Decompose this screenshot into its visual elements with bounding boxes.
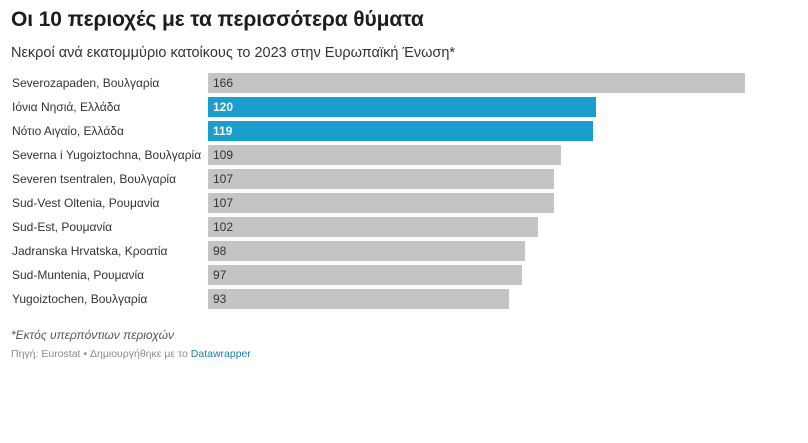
source-line: Πηγή: Eurostat • Δημιουργήθηκε με το Dat… — [11, 348, 251, 360]
category-label: Ιόνια Νησιά, Ελλάδα — [12, 100, 120, 114]
bar-value-label: 93 — [213, 292, 227, 306]
bar-value-label: 98 — [213, 244, 227, 258]
bar-value-label: 102 — [213, 220, 233, 234]
bar-chart: Severozapaden, Βουλγαρία 166 Ιόνια Νησιά, … — [12, 73, 745, 309]
bar — [208, 241, 525, 261]
bar-highlighted — [208, 97, 596, 117]
bar — [208, 169, 554, 189]
category-label: Severen tsentralen, Βουλγαρία — [12, 172, 176, 186]
bar-value-label: 97 — [213, 268, 227, 282]
category-label: Sud-Vest Oltenia, Ρουμανία — [12, 196, 159, 210]
datawrapper-link[interactable]: Datawrapper — [190, 348, 251, 360]
bar — [208, 289, 509, 309]
bar-value-label: 119 — [213, 124, 233, 138]
bar-value-label: 107 — [213, 196, 233, 210]
category-label: Jadranska Hrvatska, Κροατία — [12, 244, 168, 258]
category-label: Yugoiztochen, Βουλγαρία — [12, 292, 147, 306]
category-label: Sud-Muntenia, Ρουμανία — [12, 268, 144, 282]
category-label: Severozapaden, Βουλγαρία — [12, 76, 159, 90]
bar — [208, 145, 561, 165]
category-label: Sud-Est, Ρουμανία — [12, 220, 112, 234]
bar-value-label: 109 — [213, 148, 233, 162]
bar — [208, 73, 745, 93]
bar-value-label: 166 — [213, 76, 233, 90]
category-label: Νότιο Αιγαίο, Ελλάδα — [12, 124, 124, 138]
bar — [208, 193, 554, 213]
chart-subtitle: Νεκροί ανά εκατομμύριο κατοίκους το 2023… — [11, 45, 456, 61]
category-label: Severna i Yugoiztochna, Βουλγαρία — [12, 148, 201, 162]
bar-highlighted — [208, 121, 593, 141]
bar-value-label: 120 — [213, 100, 233, 114]
bar-value-label: 107 — [213, 172, 233, 186]
bar — [208, 217, 538, 237]
footnote: *Εκτός υπερπόντιων περιοχών — [11, 328, 174, 342]
chart-title: Οι 10 περιοχές με τα περισσότερα θύματα — [11, 8, 424, 31]
source-text: Πηγή: Eurostat • Δημιουργήθηκε με το — [11, 348, 188, 360]
bar — [208, 265, 522, 285]
